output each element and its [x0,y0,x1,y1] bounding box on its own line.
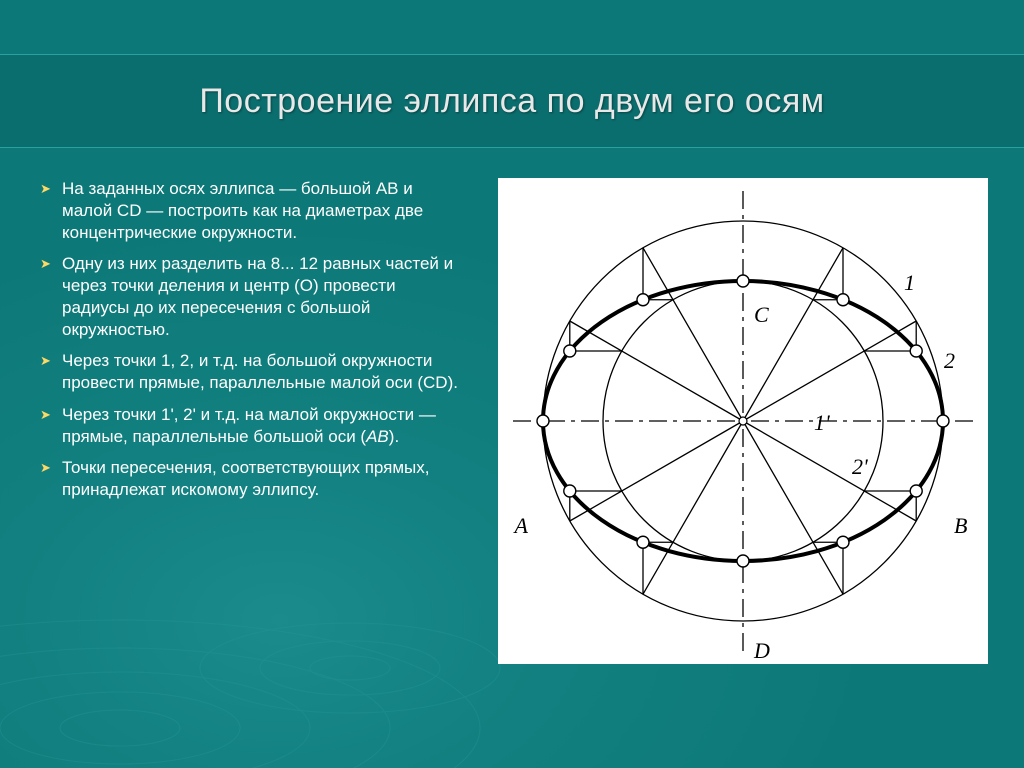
svg-text:B: B [954,513,967,538]
bullet-text: Через точки 1', 2' и т.д. на малой окруж… [62,404,460,448]
svg-text:A: A [513,513,529,538]
bullet-text: Через точки 1, 2, и т.д. на большой окру… [62,350,460,394]
bullet-text: Одну из них разделить на 8... 12 равных … [62,253,460,340]
list-item: ➤ Точки пересечения, соответствующих пря… [40,457,460,501]
svg-text:1': 1' [814,410,830,435]
svg-text:C: C [754,302,769,327]
bullet-arrow-icon: ➤ [40,253,62,340]
bullet-list: ➤ На заданных осях эллипса — большой AB … [40,178,460,511]
bullet-arrow-icon: ➤ [40,404,62,448]
bullet-text: Точки пересечения, соответствующих прямы… [62,457,460,501]
list-item: ➤ Через точки 1', 2' и т.д. на малой окр… [40,404,460,448]
bullet-arrow-icon: ➤ [40,178,62,243]
figure-panel: A B C D 1 2 1' 2' [498,178,988,664]
ellipse-construction-diagram: A B C D 1 2 1' 2' [498,178,988,664]
slide-title: Построение эллипса по двум его осям [199,82,824,121]
list-item: ➤ Через точки 1, 2, и т.д. на большой ок… [40,350,460,394]
bullet-text-part: ). [389,427,399,446]
svg-text:1: 1 [904,270,915,295]
svg-text:2: 2 [944,348,955,373]
bullet-arrow-icon: ➤ [40,457,62,501]
svg-text:2': 2' [852,454,868,479]
title-band: Построение эллипса по двум его осям [0,54,1024,148]
svg-text:D: D [753,638,770,663]
list-item: ➤ Одну из них разделить на 8... 12 равны… [40,253,460,340]
bullet-arrow-icon: ➤ [40,350,62,394]
slide: Построение эллипса по двум его осям ➤ На… [0,0,1024,768]
list-item: ➤ На заданных осях эллипса — большой AB … [40,178,460,243]
italic-ab: AВ [366,427,389,446]
bullet-text: На заданных осях эллипса — большой AB и … [62,178,460,243]
